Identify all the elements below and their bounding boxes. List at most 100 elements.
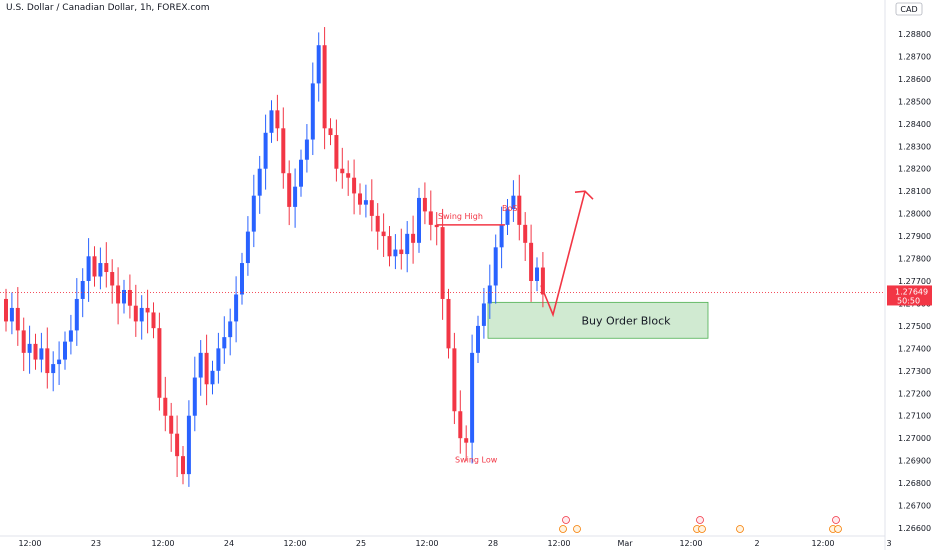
- candle-body: [505, 209, 510, 225]
- time-tick-label: 12:00: [151, 539, 174, 548]
- price-tick-label: 1.28000: [898, 210, 931, 219]
- candle-body: [517, 195, 522, 225]
- order-block-label: Buy Order Block: [581, 314, 671, 327]
- time-tick-label: 3: [886, 539, 891, 548]
- candle-body: [417, 197, 421, 243]
- time-tick-label: 24: [224, 539, 234, 548]
- candle-body: [145, 307, 150, 313]
- candle-body: [393, 249, 398, 257]
- candle-body: [387, 236, 392, 257]
- price-tick-label: 1.27500: [898, 322, 931, 331]
- candle-body: [287, 173, 292, 207]
- projection-arrow: [540, 190, 586, 318]
- candle-body: [263, 132, 268, 169]
- candle-body: [234, 294, 239, 322]
- time-tick-label: 12:00: [547, 539, 570, 548]
- candle-body: [422, 197, 427, 212]
- candle-body: [363, 200, 368, 205]
- candle-body: [104, 263, 109, 273]
- candle-body: [411, 233, 416, 243]
- candle-body: [493, 247, 498, 286]
- price-tick-label: 1.28400: [898, 120, 931, 129]
- candle-body: [245, 231, 250, 264]
- candle-body: [133, 305, 138, 322]
- candle-body: [511, 195, 516, 210]
- candle-body: [464, 438, 469, 443]
- event-flag-icon: [696, 516, 704, 524]
- candle-body: [86, 256, 91, 281]
- candle-body: [4, 298, 8, 322]
- candle-body: [139, 307, 144, 322]
- candle-body: [98, 263, 103, 277]
- price-tick-label: 1.28800: [898, 30, 931, 39]
- candle-body: [440, 227, 445, 299]
- time-tick-label: 2: [754, 539, 759, 548]
- candle-body: [540, 267, 545, 295]
- time-tick-label: 28: [488, 539, 498, 548]
- candle-body: [470, 352, 475, 443]
- candle-body: [358, 193, 362, 205]
- price-tick-label: 1.28100: [898, 187, 931, 196]
- event-flag-icon: [562, 516, 570, 524]
- candle-body: [281, 128, 286, 174]
- event-flag-icon: [573, 525, 581, 533]
- candle-body: [33, 343, 38, 360]
- event-flag-icon: [698, 525, 706, 533]
- candle-body: [157, 328, 162, 398]
- swing-low-label: Swing Low: [455, 456, 498, 465]
- order-block-zone: [487, 301, 709, 339]
- price-tick-label: 1.26600: [898, 524, 931, 533]
- candle-body: [405, 233, 410, 255]
- price-tick-label: 1.26800: [898, 479, 931, 488]
- candle-body: [175, 433, 180, 457]
- candle-body: [116, 285, 121, 304]
- time-tick-label: 23: [91, 539, 101, 548]
- candle-body: [399, 249, 404, 255]
- candle-body: [92, 256, 97, 277]
- candle-body: [369, 200, 374, 216]
- current-price-label: 1.27649: [895, 287, 928, 296]
- candle-body: [45, 348, 50, 374]
- time-tick-label: Mar: [617, 539, 633, 548]
- candle-body: [523, 224, 528, 243]
- currency-badge: [895, 2, 923, 16]
- time-tick-label: 12:00: [415, 539, 438, 548]
- price-tick-label: 1.26700: [898, 502, 931, 511]
- candle-body: [322, 45, 327, 129]
- candle-body: [9, 307, 14, 322]
- event-flag-icon: [736, 525, 744, 533]
- price-tick-label: 1.28500: [898, 97, 931, 106]
- price-tick-label: 1.27100: [898, 412, 931, 421]
- price-tick-label: 1.27900: [898, 232, 931, 241]
- currency-label: CAD: [900, 5, 917, 14]
- candle-body: [334, 135, 339, 169]
- candle-body: [428, 211, 433, 225]
- price-tick-label: 1.27200: [898, 389, 931, 398]
- price-tick-label: 1.28600: [898, 75, 931, 84]
- candle-body: [310, 83, 315, 140]
- candle-body: [240, 263, 244, 295]
- candle-body: [151, 312, 156, 329]
- candle-body: [198, 352, 203, 378]
- candle-body: [186, 415, 191, 475]
- price-tick-label: 1.28200: [898, 165, 931, 174]
- candle-body: [228, 321, 233, 338]
- swing-high-label: Swing High: [438, 212, 483, 221]
- price-tick-label: 1.26900: [898, 457, 931, 466]
- candle-body: [446, 298, 451, 349]
- candle-body: [15, 307, 20, 331]
- candle-body: [181, 456, 185, 475]
- time-tick-label: 12:00: [811, 539, 834, 548]
- candle-body: [257, 168, 262, 196]
- price-tick-label: 1.28700: [898, 52, 931, 61]
- candle-body: [210, 370, 215, 385]
- countdown-label: 50:50: [897, 296, 920, 305]
- event-flag-icon: [559, 525, 567, 533]
- candle-body: [352, 177, 357, 194]
- candle-body: [381, 231, 386, 237]
- candle-body: [169, 415, 174, 434]
- chart-title: U.S. Dollar / Canadian Dollar, 1h, FOREX…: [6, 3, 210, 13]
- candle-body: [481, 303, 486, 326]
